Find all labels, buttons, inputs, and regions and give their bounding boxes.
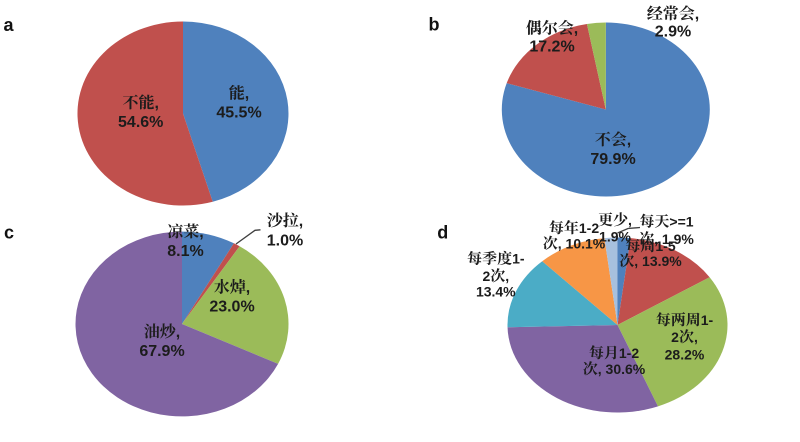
svg-text:,: , <box>199 224 203 241</box>
svg-text:67.9%: 67.9% <box>139 343 184 360</box>
svg-text:2: 2 <box>671 329 679 345</box>
svg-text:54.6%: 54.6% <box>118 114 163 131</box>
svg-text:c: c <box>4 222 14 242</box>
svg-text:, 13.9%: , 13.9% <box>634 253 682 269</box>
svg-text:1-: 1- <box>512 251 525 267</box>
svg-text:,: , <box>694 329 698 345</box>
svg-text:, 1.9%: , 1.9% <box>654 231 694 247</box>
svg-text:45.5%: 45.5% <box>216 105 261 122</box>
svg-text:1.0%: 1.0% <box>267 233 303 250</box>
svg-text:,: , <box>246 280 250 297</box>
svg-text:,: , <box>299 213 303 230</box>
svg-text:1-2: 1-2 <box>579 220 599 236</box>
svg-text:, 30.6%: , 30.6% <box>598 361 646 377</box>
svg-text:1-5: 1-5 <box>655 238 675 254</box>
svg-text:,: , <box>505 268 509 284</box>
svg-text:,: , <box>574 21 578 38</box>
svg-text:,: , <box>627 132 631 149</box>
svg-text:2: 2 <box>482 268 490 284</box>
svg-text:, 10.1%: , 10.1% <box>558 236 606 252</box>
svg-text:2.9%: 2.9% <box>655 24 691 41</box>
svg-text:79.9%: 79.9% <box>590 151 635 168</box>
svg-text:b: b <box>429 14 440 34</box>
svg-text:a: a <box>4 15 15 35</box>
svg-text:,: , <box>628 212 632 228</box>
svg-text:,: , <box>176 324 180 341</box>
svg-text:28.2%: 28.2% <box>665 347 705 363</box>
svg-text:17.2%: 17.2% <box>529 39 574 56</box>
svg-text:23.0%: 23.0% <box>209 299 254 316</box>
svg-text:>=1: >=1 <box>669 214 693 230</box>
svg-text:,: , <box>245 86 249 103</box>
svg-text:1.9%: 1.9% <box>599 229 631 245</box>
svg-text:d: d <box>437 223 448 243</box>
svg-text:8.1%: 8.1% <box>167 243 203 260</box>
svg-text:13.4%: 13.4% <box>476 284 516 300</box>
svg-text:1-: 1- <box>701 312 714 328</box>
svg-text:,: , <box>695 6 699 23</box>
svg-text:,: , <box>154 95 158 112</box>
svg-text:1-2: 1-2 <box>619 345 639 361</box>
